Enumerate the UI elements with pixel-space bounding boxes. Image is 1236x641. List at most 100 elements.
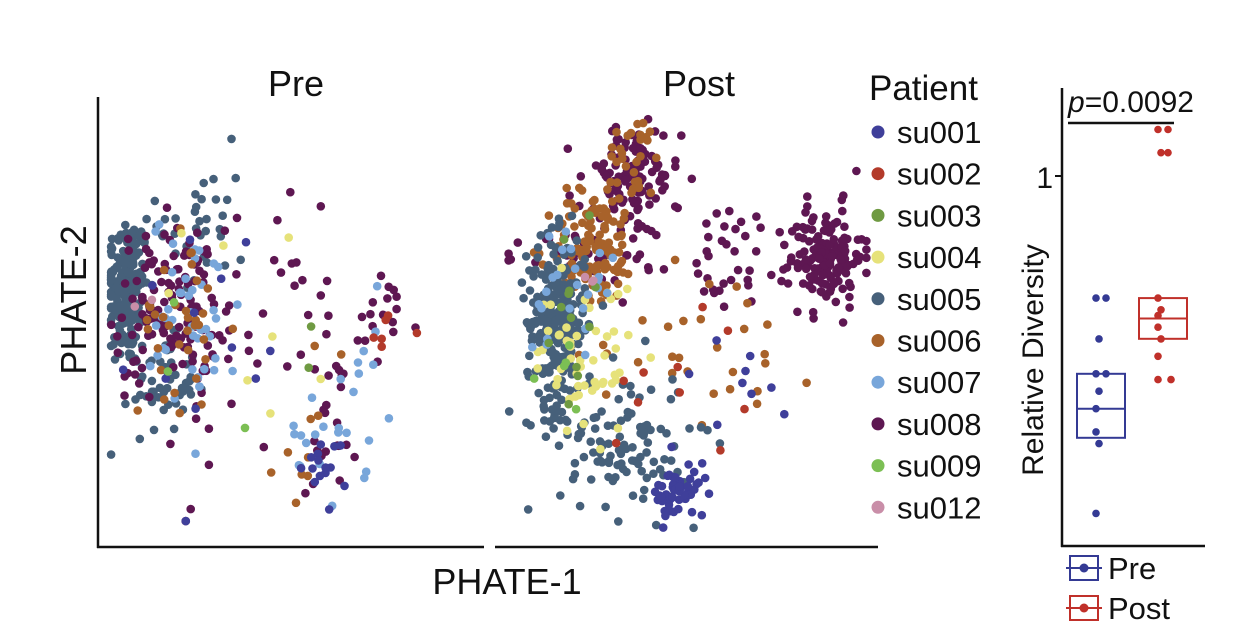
box-legend-label-post: Post (1108, 591, 1170, 626)
post-point-su006 (562, 183, 571, 193)
pre-point-su007 (211, 314, 221, 323)
pre-point-su008 (130, 370, 140, 379)
pre-point-su009 (240, 423, 250, 433)
pre-point-su008 (350, 452, 359, 462)
pre-point-su007 (301, 438, 311, 448)
post-point-su008 (779, 265, 788, 274)
post-point-su008 (730, 247, 739, 256)
post-point-su005 (535, 335, 545, 345)
pre-point-su008 (324, 371, 333, 380)
post-point-su007 (528, 342, 537, 352)
pre-point-su001 (296, 463, 306, 473)
pre-point-su007 (153, 351, 162, 360)
post-point-su005 (624, 409, 634, 418)
post-point-su008 (825, 287, 835, 296)
pre-point-su008 (232, 270, 241, 279)
post-point-su006 (595, 230, 604, 240)
post-point-su005 (689, 523, 698, 533)
pre-point-su008 (244, 346, 254, 356)
post-point-su001 (712, 336, 721, 345)
post-point-su005 (572, 236, 582, 245)
post-point-su001 (767, 383, 776, 392)
pre-point-su008 (320, 408, 330, 418)
pre-point-su008 (138, 292, 147, 302)
pre-point-su008 (107, 320, 116, 330)
post-point-su008 (845, 292, 854, 302)
pre-point-su008 (276, 268, 286, 277)
post-point-su008 (855, 252, 865, 262)
post-point-su005 (638, 494, 648, 504)
post-point-su006 (628, 184, 638, 194)
pre-point-su008 (123, 234, 133, 244)
post-point-su006 (743, 298, 752, 308)
pre-point-su006 (181, 306, 191, 316)
post-point-su006 (587, 223, 596, 233)
pre-point-su005 (123, 267, 132, 277)
post-point-su007 (583, 290, 593, 299)
post-point-su006 (728, 367, 738, 377)
pre-point-su005 (220, 261, 230, 270)
post-point-su008 (810, 264, 819, 273)
post-point-su005 (666, 456, 676, 465)
pre-point-su008 (269, 255, 279, 265)
pre-point-su001 (216, 274, 226, 284)
post-point-su006 (638, 316, 647, 325)
post-point-su008 (628, 234, 638, 243)
pre-point-su005 (121, 399, 130, 409)
box-point-post (1164, 148, 1172, 157)
post-point-su005 (519, 293, 528, 303)
post-point-su008 (809, 314, 818, 323)
post-point-su006 (725, 384, 735, 394)
pre-point-su005 (114, 286, 123, 296)
x-axis-label: PHATE-1 (432, 561, 581, 602)
post-point-su005 (637, 426, 647, 435)
pre-point-su005 (135, 434, 145, 444)
post-point-su008 (744, 281, 753, 290)
post-point-su006 (732, 282, 741, 291)
post-point-su006 (607, 143, 617, 152)
post-point-su008 (853, 235, 863, 244)
post-point-su008 (829, 235, 839, 244)
pre-point-su005 (121, 304, 131, 314)
post-point-su005 (525, 286, 535, 295)
post-point-su006 (612, 178, 622, 187)
pre-point-su001 (313, 449, 323, 459)
post-point-su001 (741, 366, 750, 376)
post-point-su008 (819, 226, 829, 235)
post-point-su006 (679, 316, 688, 326)
pre-point-su005 (124, 312, 133, 322)
pre-point-su007 (290, 429, 299, 439)
box-point-pre (1102, 370, 1110, 378)
post-point-su006 (652, 153, 661, 163)
post-point-su008 (780, 240, 789, 250)
post-point-su008 (597, 165, 606, 174)
post-point-su008 (817, 278, 827, 288)
post-point-su006 (643, 136, 652, 145)
pre-point-su008 (132, 276, 142, 286)
post-point-su008 (831, 297, 841, 307)
box-point-pre (1102, 294, 1110, 302)
post-point-su007 (608, 253, 618, 263)
pre-point-su008 (376, 271, 386, 281)
post-point-su008 (798, 279, 808, 288)
post-point-su008 (722, 240, 731, 249)
post-point-su004 (557, 263, 566, 273)
post-point-su005 (539, 395, 549, 405)
post-point-su005 (608, 353, 618, 362)
post-point-su005 (616, 416, 626, 426)
post-point-su004 (533, 364, 542, 373)
pre-point-su007 (151, 321, 161, 330)
pre-point-su008 (195, 266, 204, 276)
post-point-su008 (793, 307, 802, 317)
pre-point-su008 (322, 329, 331, 339)
post-point-su004 (562, 426, 572, 436)
box-point-pre (1092, 428, 1100, 436)
pre-point-su007 (191, 449, 200, 459)
p-value-annotation: p=0.0092 (1067, 86, 1194, 119)
post-point-su003 (572, 362, 581, 372)
pre-point-su005 (132, 251, 141, 260)
post-point-su004 (646, 353, 655, 362)
pre-point-su008 (296, 350, 306, 360)
post-point-su005 (586, 437, 595, 447)
pre-point-su005 (199, 178, 208, 188)
